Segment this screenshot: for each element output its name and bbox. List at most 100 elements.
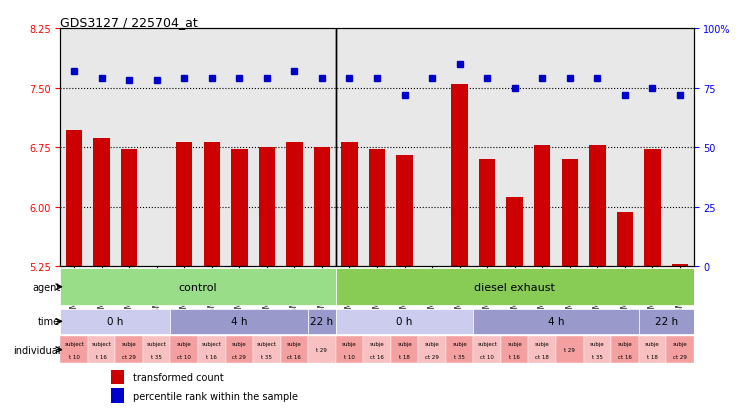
Text: t 16: t 16: [97, 354, 107, 359]
FancyBboxPatch shape: [336, 336, 363, 363]
Text: subje: subje: [425, 341, 440, 346]
Text: t 35: t 35: [262, 354, 272, 359]
Bar: [121, 150, 137, 266]
Text: subject: subject: [147, 341, 167, 346]
FancyBboxPatch shape: [280, 336, 308, 363]
Text: ct 29: ct 29: [232, 354, 247, 359]
FancyBboxPatch shape: [529, 336, 556, 363]
Text: 0 h: 0 h: [397, 316, 412, 327]
Text: 0 h: 0 h: [107, 316, 124, 327]
Text: subje: subje: [535, 341, 550, 346]
Text: ct 29: ct 29: [122, 354, 136, 359]
Text: subject: subject: [477, 341, 497, 346]
FancyBboxPatch shape: [143, 336, 170, 363]
Text: subje: subje: [287, 341, 302, 346]
Bar: [507, 198, 523, 266]
FancyBboxPatch shape: [253, 336, 280, 363]
Bar: [314, 148, 330, 266]
Text: subje: subje: [507, 341, 522, 346]
FancyBboxPatch shape: [170, 336, 198, 363]
Text: subje: subje: [645, 341, 660, 346]
Bar: [342, 142, 357, 266]
FancyBboxPatch shape: [474, 336, 501, 363]
Text: t 29: t 29: [317, 347, 327, 352]
Bar: [176, 142, 192, 266]
Text: t 35: t 35: [152, 354, 162, 359]
Text: subje: subje: [122, 341, 136, 346]
Text: percentile rank within the sample: percentile rank within the sample: [133, 391, 298, 401]
Text: subje: subje: [232, 341, 247, 346]
Text: subject: subject: [257, 341, 277, 346]
Text: diesel exhaust: diesel exhaust: [474, 282, 555, 292]
Text: subje: subje: [673, 341, 688, 346]
Bar: [93, 138, 110, 266]
FancyBboxPatch shape: [170, 309, 308, 334]
Text: 22 h: 22 h: [654, 316, 678, 327]
Text: ct 18: ct 18: [535, 354, 549, 359]
Text: ct 16: ct 16: [370, 354, 384, 359]
Text: t 18: t 18: [647, 354, 657, 359]
FancyBboxPatch shape: [336, 309, 474, 334]
Text: subje: subje: [177, 341, 192, 346]
Text: GDS3127 / 225704_at: GDS3127 / 225704_at: [60, 16, 198, 29]
FancyBboxPatch shape: [418, 336, 446, 363]
Text: subje: subje: [618, 341, 632, 346]
Bar: [369, 150, 385, 266]
Text: ct 29: ct 29: [673, 354, 687, 359]
FancyBboxPatch shape: [611, 336, 639, 363]
Text: subject: subject: [92, 341, 112, 346]
Text: t 35: t 35: [592, 354, 602, 359]
FancyBboxPatch shape: [584, 336, 611, 363]
FancyBboxPatch shape: [60, 336, 88, 363]
FancyBboxPatch shape: [639, 309, 694, 334]
FancyBboxPatch shape: [60, 309, 170, 334]
Text: 4 h: 4 h: [547, 316, 564, 327]
FancyBboxPatch shape: [474, 309, 639, 334]
Text: t 18: t 18: [399, 354, 410, 359]
Text: ct 10: ct 10: [177, 354, 192, 359]
FancyBboxPatch shape: [88, 336, 115, 363]
Text: ct 16: ct 16: [287, 354, 302, 359]
Text: subje: subje: [369, 341, 385, 346]
Bar: [644, 150, 661, 266]
Bar: [111, 370, 124, 385]
Text: time: time: [38, 316, 60, 327]
Text: t 35: t 35: [454, 354, 465, 359]
FancyBboxPatch shape: [225, 336, 253, 363]
Bar: [589, 145, 605, 266]
FancyBboxPatch shape: [666, 336, 694, 363]
Bar: [672, 264, 688, 266]
Text: agent: agent: [32, 282, 60, 292]
FancyBboxPatch shape: [639, 336, 666, 363]
Bar: [452, 84, 468, 266]
FancyBboxPatch shape: [501, 336, 529, 363]
Text: individual: individual: [13, 345, 60, 355]
Bar: [259, 148, 275, 266]
FancyBboxPatch shape: [308, 336, 336, 363]
Text: 4 h: 4 h: [231, 316, 247, 327]
Bar: [231, 150, 247, 266]
Text: ct 10: ct 10: [480, 354, 494, 359]
FancyBboxPatch shape: [446, 336, 474, 363]
Text: control: control: [179, 282, 217, 292]
Text: t 16: t 16: [207, 354, 217, 359]
Text: ct 29: ct 29: [425, 354, 439, 359]
Text: subject: subject: [202, 341, 222, 346]
FancyBboxPatch shape: [391, 336, 418, 363]
FancyBboxPatch shape: [308, 309, 336, 334]
Text: t 29: t 29: [564, 347, 575, 352]
FancyBboxPatch shape: [556, 336, 584, 363]
FancyBboxPatch shape: [336, 268, 694, 305]
FancyBboxPatch shape: [363, 336, 391, 363]
Bar: [397, 156, 412, 266]
Text: transformed count: transformed count: [133, 373, 224, 382]
Bar: [562, 160, 578, 266]
Bar: [617, 213, 633, 266]
Text: subje: subje: [342, 341, 357, 346]
FancyBboxPatch shape: [115, 336, 143, 363]
Bar: [111, 388, 124, 403]
Text: subject: subject: [64, 341, 84, 346]
Text: 22 h: 22 h: [311, 316, 333, 327]
Bar: [286, 142, 302, 266]
Text: subje: subje: [590, 341, 605, 346]
